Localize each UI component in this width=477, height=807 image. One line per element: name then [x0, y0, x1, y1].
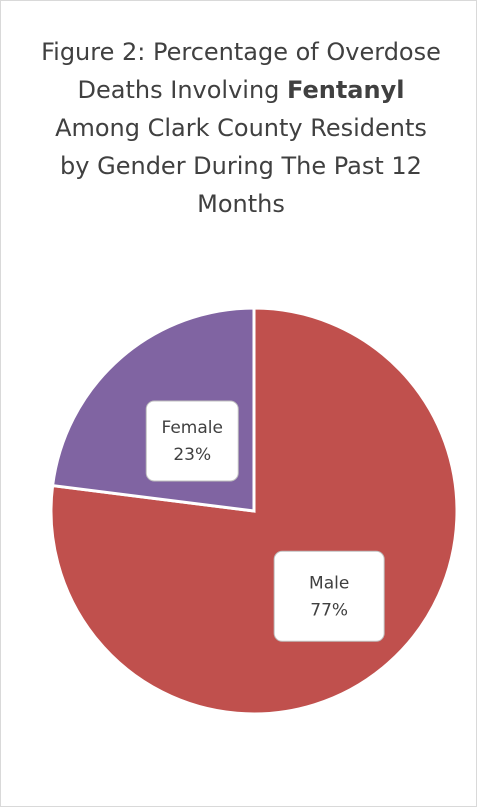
title-emphasis: Fentanyl [287, 76, 405, 104]
category-label: Male [309, 573, 349, 593]
data-label-box [145, 400, 239, 482]
title-part: Figure 2: Percentage of Overdose Deaths … [41, 38, 441, 104]
chart-title: Figure 2: Percentage of Overdose Deaths … [41, 33, 441, 223]
category-label: Female [162, 418, 223, 438]
value-label: 77% [310, 600, 348, 620]
title-part: Among Clark County Residents by Gender D… [55, 114, 427, 218]
data-label-box [273, 550, 385, 642]
value-label: 23% [173, 445, 211, 465]
